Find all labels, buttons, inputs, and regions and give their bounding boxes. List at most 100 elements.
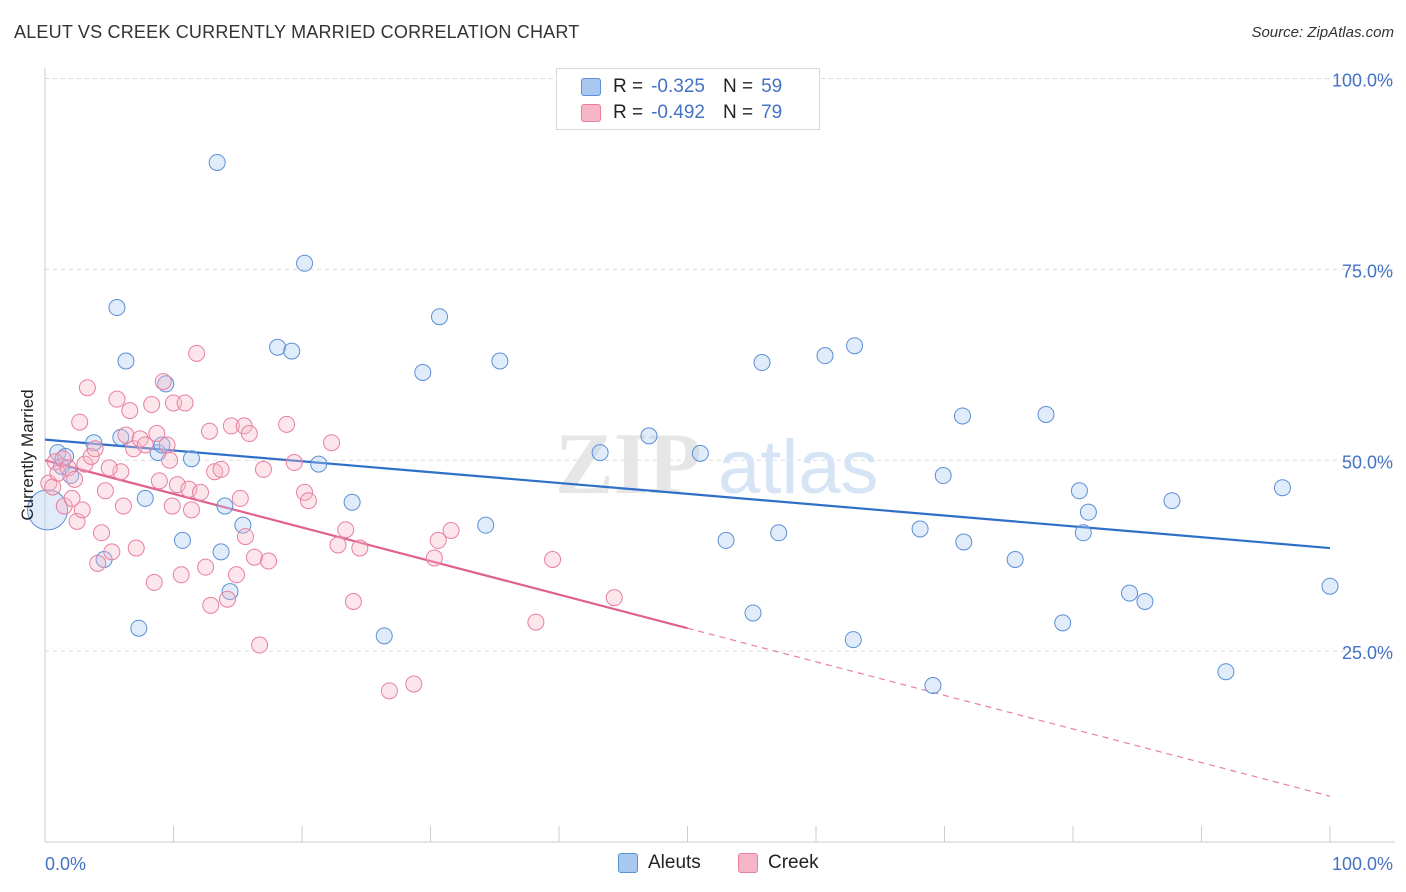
- creek-point: [260, 552, 278, 570]
- creek-point: [429, 531, 447, 549]
- creek-point: [176, 394, 194, 412]
- creek-point: [63, 489, 81, 507]
- aleuts-point: [911, 520, 929, 538]
- x-tick-label-min: 0.0%: [45, 854, 86, 874]
- aleuts-point: [343, 493, 361, 511]
- y-axis-title: Currently Married: [18, 389, 37, 521]
- creek-point: [93, 524, 111, 542]
- creek-point: [86, 440, 104, 458]
- aleuts-point: [591, 444, 609, 462]
- creek-point: [200, 422, 218, 440]
- creek-point: [114, 497, 132, 515]
- aleuts-point: [108, 299, 126, 317]
- aleuts-point: [924, 676, 942, 694]
- x-tick-label-max: 100.0%: [1332, 854, 1393, 874]
- creek-point: [351, 539, 369, 557]
- aleuts-point: [491, 352, 509, 370]
- creek-point: [165, 394, 182, 412]
- source-label: Source: ZipAtlas.com: [1251, 24, 1394, 41]
- creek-trend-extension: [687, 627, 1331, 797]
- aleuts-point: [216, 497, 234, 515]
- creek-point: [425, 549, 443, 567]
- creek-point: [329, 536, 347, 554]
- aleuts-point: [283, 342, 301, 360]
- creek-point: [285, 454, 303, 472]
- creek-point: [150, 472, 168, 490]
- creek-trend-line: [44, 459, 688, 630]
- aleuts-point: [1217, 663, 1235, 681]
- creek-point: [191, 483, 209, 501]
- creek-point: [240, 425, 258, 443]
- creek-point: [82, 447, 100, 465]
- creek-point: [405, 675, 423, 693]
- creek-point: [337, 521, 355, 539]
- legend-item-creek[interactable]: Creek: [738, 852, 819, 874]
- creek-swatch: [738, 853, 758, 873]
- legend-label-aleuts: Aleuts: [648, 852, 701, 873]
- creek-point: [172, 566, 190, 584]
- aleuts-point: [691, 444, 709, 462]
- n-value: 79: [761, 102, 783, 123]
- creek-point: [127, 539, 145, 557]
- creek-point: [103, 543, 121, 561]
- creek-point: [78, 379, 96, 397]
- n-label: N =: [722, 102, 754, 123]
- creek-point: [136, 436, 154, 454]
- creek-point: [108, 390, 126, 408]
- aleuts-point: [414, 363, 432, 381]
- aleuts-point: [296, 254, 314, 272]
- creek-point: [145, 573, 163, 591]
- y-tick-label: 100.0%: [1332, 71, 1393, 91]
- creek-point: [100, 459, 118, 477]
- aleuts-point: [816, 347, 834, 365]
- creek-point: [344, 592, 362, 610]
- aleuts-point: [753, 354, 771, 372]
- trend-lines: [44, 438, 1331, 797]
- creek-point: [251, 636, 269, 654]
- aleuts-point: [85, 434, 103, 452]
- creek-point: [323, 434, 341, 452]
- aleuts-point: [136, 489, 154, 507]
- creek-swatch: [581, 104, 601, 122]
- creek-point: [54, 450, 72, 468]
- series-legend: Aleuts Creek: [0, 852, 1406, 878]
- r-label: R =: [613, 76, 644, 97]
- aleuts-point: [1079, 503, 1097, 521]
- creek-point: [544, 551, 562, 569]
- aleuts-point: [1163, 492, 1181, 510]
- aleuts-point: [1121, 584, 1139, 602]
- creek-point: [236, 528, 254, 546]
- aleuts-point: [770, 524, 788, 542]
- creek-point: [66, 470, 84, 488]
- creek-point: [218, 590, 236, 608]
- chart-title: ALEUT VS CREEK CURRENTLY MARRIED CORRELA…: [14, 22, 580, 42]
- creek-point: [206, 463, 224, 481]
- creek-point: [254, 460, 272, 478]
- creek-point: [212, 460, 230, 478]
- aleuts-point: [1136, 592, 1154, 610]
- creek-point: [121, 402, 139, 420]
- creek-point: [154, 373, 172, 391]
- aleuts-swatch: [581, 78, 601, 96]
- creek-point: [73, 501, 91, 519]
- watermark-atlas: atlas: [718, 425, 879, 510]
- y-tick-label: 25.0%: [1342, 643, 1393, 663]
- legend-item-aleuts[interactable]: Aleuts: [618, 852, 701, 874]
- aleuts-point: [744, 604, 762, 622]
- creek-point: [296, 483, 314, 501]
- data-points: [27, 153, 1339, 700]
- aleuts-point: [640, 427, 658, 445]
- creek-point: [278, 415, 296, 433]
- y-tick-label: 50.0%: [1342, 452, 1393, 472]
- aleuts-point: [130, 619, 148, 637]
- aleuts-point: [844, 631, 862, 649]
- r-value: -0.492: [651, 102, 705, 123]
- aleuts-point: [117, 352, 135, 370]
- watermark-zip: ZIP: [555, 416, 702, 513]
- y-tick-label: 75.0%: [1342, 261, 1393, 281]
- y-tick-labels: 25.0% 50.0% 75.0% 100.0%: [1332, 71, 1393, 664]
- aleuts-point: [269, 338, 287, 356]
- stats-legend-row-creek: R = -0.492 N = 79: [581, 101, 783, 125]
- aleuts-point: [1321, 577, 1339, 595]
